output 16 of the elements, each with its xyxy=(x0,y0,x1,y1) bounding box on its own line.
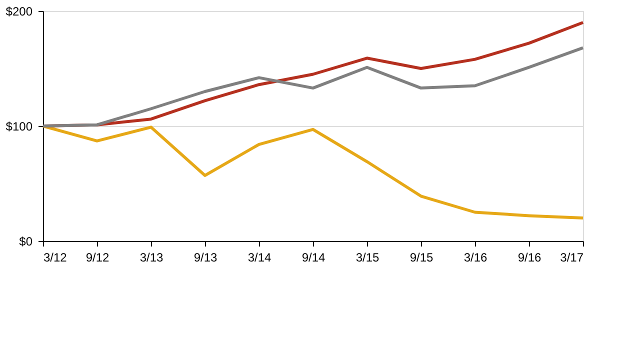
y-tick-label: $100 xyxy=(6,120,33,134)
x-tick-label: 3/15 xyxy=(356,250,380,264)
x-tick-label: 3/16 xyxy=(464,250,488,264)
line-series xyxy=(42,46,584,128)
y-tick-label: $0 xyxy=(19,234,33,248)
y-tick-label: $200 xyxy=(6,4,33,18)
x-tick-label: 9/13 xyxy=(194,250,218,264)
x-tick-label: 9/15 xyxy=(410,250,434,264)
x-tick-label: 3/14 xyxy=(248,250,272,264)
x-tick-label: 9/12 xyxy=(86,250,110,264)
x-tick-label: 3/17 xyxy=(560,250,584,264)
x-tick-label: 9/14 xyxy=(302,250,326,264)
line-series xyxy=(42,124,584,220)
x-tick-label: 3/13 xyxy=(140,250,164,264)
x-tick-label: 9/16 xyxy=(518,250,542,264)
x-tick-label: 3/12 xyxy=(44,250,68,264)
